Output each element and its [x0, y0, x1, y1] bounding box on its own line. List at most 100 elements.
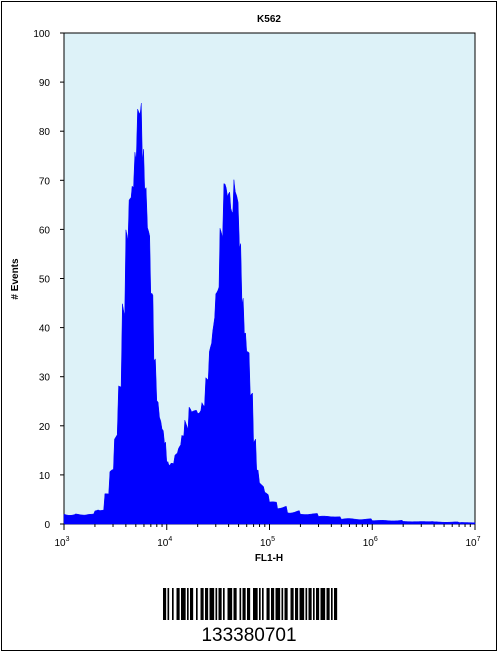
- barcode-bar: [256, 588, 258, 620]
- barcode-bar: [317, 588, 320, 620]
- barcode-bar: [211, 588, 213, 620]
- x-tick-exponent: 4: [168, 536, 172, 543]
- barcode-bar: [182, 588, 185, 620]
- barcode-bar: [190, 588, 192, 620]
- barcode-bar: [181, 588, 183, 620]
- barcode-bar: [163, 588, 165, 620]
- barcode-bar: [301, 588, 303, 620]
- barcode-bar: [295, 588, 297, 620]
- y-tick-label: 80: [39, 127, 51, 138]
- x-tick-base: 10: [157, 538, 169, 549]
- y-axis-title: # Events: [10, 258, 21, 300]
- barcode-bar: [254, 588, 257, 620]
- barcode-bar: [278, 588, 281, 620]
- barcode-bar: [331, 588, 333, 620]
- barcode-bar: [167, 588, 170, 620]
- barcode: 133380701: [163, 588, 338, 646]
- barcode-bar: [172, 588, 174, 620]
- histogram-series: [63, 102, 476, 525]
- barcode-bar: [242, 588, 245, 620]
- x-tick-label: 106: [363, 536, 378, 549]
- y-tick-label: 0: [44, 520, 50, 531]
- y-tick-label: 20: [39, 422, 51, 433]
- y-tick-label: 50: [39, 275, 51, 286]
- barcode-bar: [229, 588, 231, 620]
- barcode-number: 133380701: [201, 625, 296, 646]
- barcode-bar: [215, 588, 218, 620]
- x-tick-base: 10: [54, 538, 66, 549]
- barcode-bar: [299, 588, 302, 620]
- barcode-bar: [284, 588, 287, 620]
- barcode-bar: [200, 588, 203, 620]
- barcode-bar: [292, 588, 294, 620]
- x-axis: 103 104 105 106 107: [54, 524, 481, 549]
- barcode-bar: [223, 588, 225, 620]
- x-tick-label: 104: [157, 536, 172, 549]
- barcode-bar: [262, 588, 264, 620]
- y-tick-label: 10: [39, 471, 51, 482]
- barcode-bar: [316, 588, 318, 620]
- x-tick-label: 103: [54, 536, 69, 549]
- x-tick-label: 107: [465, 536, 480, 549]
- barcode-bar: [220, 588, 222, 620]
- barcode-bar: [227, 588, 230, 620]
- barcode-bar: [334, 588, 336, 620]
- x-tick-label: 105: [260, 536, 275, 549]
- barcode-bar: [184, 588, 186, 620]
- y-axis: 0 10 20 30 40 50 60 70 80 90 100: [33, 29, 64, 531]
- barcode-bar: [271, 588, 273, 620]
- x-axis-title: FL1-H: [255, 553, 283, 564]
- barcode-bar: [233, 588, 236, 620]
- barcode-bar: [323, 588, 326, 620]
- barcode-bar: [290, 588, 293, 620]
- barcode-bar: [272, 588, 275, 620]
- barcode-bar: [247, 588, 249, 620]
- barcode-bar: [310, 588, 312, 620]
- y-tick-label: 100: [33, 29, 50, 40]
- barcode-bar: [275, 588, 278, 620]
- barcode-bar: [178, 588, 180, 620]
- barcode-bar: [305, 588, 308, 620]
- barcode-bar: [176, 588, 179, 620]
- barcode-bar: [322, 588, 324, 620]
- y-tick-label: 40: [39, 324, 51, 335]
- barcode-bar: [187, 588, 189, 620]
- barcode-bar: [286, 588, 288, 620]
- barcode-bar: [296, 588, 299, 620]
- chart-title: K562: [257, 14, 281, 25]
- barcode-bar: [268, 588, 270, 620]
- x-tick-base: 10: [363, 538, 375, 549]
- barcode-bar: [218, 588, 221, 620]
- barcode-bar: [206, 588, 209, 620]
- barcode-bar: [335, 588, 338, 620]
- x-tick-exponent: 5: [271, 536, 275, 543]
- barcode-bar: [164, 588, 167, 620]
- y-tick-label: 30: [39, 373, 51, 384]
- barcode-bar: [209, 588, 212, 620]
- barcode-bar: [202, 588, 204, 620]
- x-tick-exponent: 6: [374, 536, 378, 543]
- y-tick-label: 90: [39, 78, 51, 89]
- barcode-bar: [205, 588, 207, 620]
- barcode-bar: [320, 588, 323, 620]
- barcode-bar: [239, 588, 242, 620]
- barcode-bar: [248, 588, 251, 620]
- barcode-bar: [281, 588, 284, 620]
- barcode-bar: [235, 588, 237, 620]
- barcode-bar: [328, 588, 330, 620]
- barcode-bar: [308, 588, 311, 620]
- x-tick-base: 10: [260, 538, 272, 549]
- barcode-bar: [302, 588, 305, 620]
- barcode-bar: [244, 588, 246, 620]
- barcode-bar: [230, 588, 233, 620]
- barcode-bar: [196, 588, 198, 620]
- x-tick-base: 10: [465, 538, 477, 549]
- barcode-bar: [277, 588, 279, 620]
- y-tick-label: 60: [39, 225, 51, 236]
- x-tick-exponent: 3: [66, 536, 70, 543]
- barcode-bars: [163, 588, 338, 620]
- barcode-bar: [313, 588, 315, 620]
- barcode-bar: [326, 588, 329, 620]
